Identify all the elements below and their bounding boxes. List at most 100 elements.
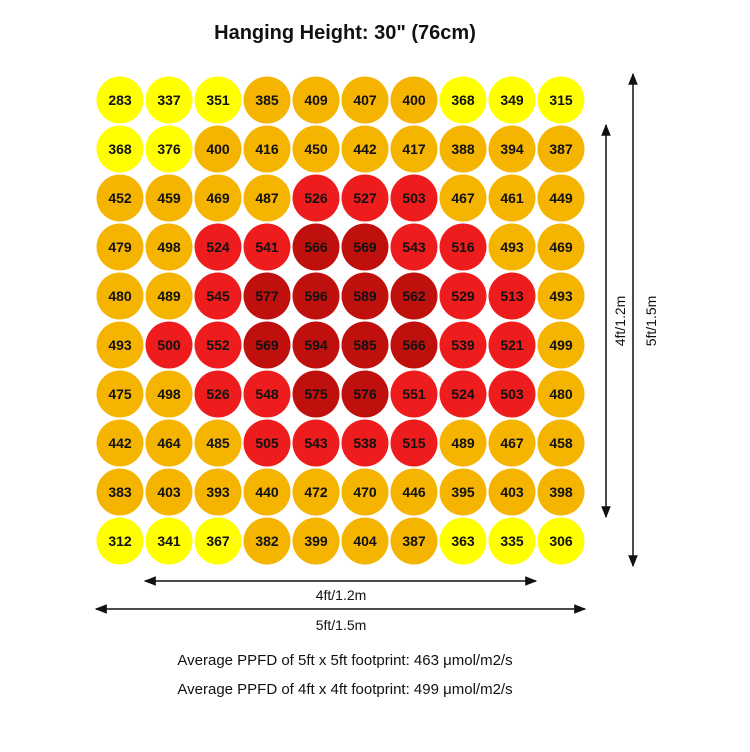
heatmap-cell — [341, 419, 389, 467]
heatmap-cell-value: 505 — [255, 435, 279, 451]
heatmap-cell-value: 545 — [206, 288, 230, 304]
heatmap-cell-value: 383 — [108, 484, 132, 500]
heatmap-cell — [390, 174, 438, 222]
heatmap-cell — [194, 468, 242, 516]
inner-width-label: 4ft/1.2m — [316, 587, 367, 603]
heatmap-cell-value: 524 — [451, 386, 475, 402]
heatmap-cell — [243, 223, 291, 271]
heatmap-cell-value: 566 — [402, 337, 426, 353]
heatmap-cell-value: 398 — [549, 484, 573, 500]
heatmap-cell-value: 585 — [353, 337, 377, 353]
heatmap-cell-value: 368 — [108, 141, 132, 157]
heatmap-cell — [390, 517, 438, 565]
heatmap-cell-value: 485 — [206, 435, 230, 451]
heatmap-cell-value: 467 — [500, 435, 524, 451]
heatmap-cell — [96, 517, 144, 565]
heatmap-cell — [390, 272, 438, 320]
heatmap-cell — [145, 468, 193, 516]
heatmap-cell-value: 385 — [255, 92, 279, 108]
heatmap-cell — [96, 174, 144, 222]
heatmap-cell — [341, 321, 389, 369]
heatmap-cell-value: 367 — [206, 533, 230, 549]
heatmap-cell-value: 387 — [402, 533, 426, 549]
heatmap-cell-value: 489 — [157, 288, 181, 304]
heatmap-cells: 283 337 351 385 409 407 400 368 349 315 368 376 400 4… — [96, 76, 585, 565]
heatmap-cell — [194, 272, 242, 320]
heatmap-cell — [96, 223, 144, 271]
heatmap-cell-value: 409 — [304, 92, 328, 108]
heatmap-cell — [390, 321, 438, 369]
heatmap-cell — [292, 321, 340, 369]
heatmap-cell-value: 543 — [402, 239, 426, 255]
heatmap-cell — [243, 321, 291, 369]
heatmap-cell — [194, 174, 242, 222]
heatmap-cell-value: 480 — [108, 288, 132, 304]
heatmap-cell — [341, 76, 389, 124]
heatmap-cell-value: 498 — [157, 239, 181, 255]
heatmap-cell — [488, 321, 536, 369]
heatmap-cell — [488, 419, 536, 467]
heatmap-cell-value: 577 — [255, 288, 279, 304]
heatmap-cell-value: 541 — [255, 239, 279, 255]
heatmap-cell-value: 312 — [108, 533, 132, 549]
heatmap-cell-value: 407 — [353, 92, 377, 108]
heatmap-cell — [439, 272, 487, 320]
heatmap-cell-value: 442 — [108, 435, 132, 451]
heatmap-cell-value: 403 — [157, 484, 181, 500]
heatmap-cell-value: 539 — [451, 337, 475, 353]
heatmap-cell-value: 382 — [255, 533, 279, 549]
heatmap-cell — [439, 125, 487, 173]
heatmap-cell-value: 594 — [304, 337, 328, 353]
heatmap-cell — [439, 174, 487, 222]
heatmap-cell-value: 458 — [549, 435, 573, 451]
heatmap-cell-value: 351 — [206, 92, 230, 108]
heatmap-cell — [145, 76, 193, 124]
heatmap-cell-value: 363 — [451, 533, 475, 549]
heatmap-cell-value: 315 — [549, 92, 573, 108]
heatmap-cell — [96, 370, 144, 418]
heatmap-cell-value: 283 — [108, 92, 132, 108]
heatmap-cell — [488, 468, 536, 516]
heatmap-cell-value: 306 — [549, 533, 573, 549]
heatmap-cell — [145, 370, 193, 418]
heatmap-cell-value: 467 — [451, 190, 475, 206]
heatmap-cell — [341, 370, 389, 418]
chart-title: Hanging Height: 30" (76cm) — [214, 22, 476, 44]
heatmap-cell-value: 480 — [549, 386, 573, 402]
heatmap-cell-value: 521 — [500, 337, 524, 353]
heatmap-cell — [292, 419, 340, 467]
heatmap-cell-value: 551 — [402, 386, 426, 402]
heatmap-cell — [292, 370, 340, 418]
heatmap-cell-value: 524 — [206, 239, 230, 255]
heatmap-cell-value: 461 — [500, 190, 524, 206]
heatmap-cell-value: 548 — [255, 386, 279, 402]
heatmap-cell-value: 529 — [451, 288, 475, 304]
heatmap-cell-value: 543 — [304, 435, 328, 451]
heatmap-cell — [96, 125, 144, 173]
heatmap-cell-value: 493 — [500, 239, 524, 255]
heatmap-cell — [488, 76, 536, 124]
heatmap-cell-value: 479 — [108, 239, 132, 255]
heatmap-cell-value: 393 — [206, 484, 230, 500]
heatmap-cell-value: 487 — [255, 190, 279, 206]
heatmap-cell — [537, 272, 585, 320]
heatmap-cell-value: 516 — [451, 239, 475, 255]
heatmap-cell-value: 472 — [304, 484, 328, 500]
heatmap-cell — [439, 223, 487, 271]
heatmap-cell — [292, 517, 340, 565]
heatmap-cell — [439, 419, 487, 467]
heatmap-cell-value: 337 — [157, 92, 181, 108]
heatmap-cell-value: 400 — [206, 141, 230, 157]
heatmap-cell — [292, 174, 340, 222]
heatmap-cell-value: 399 — [304, 533, 328, 549]
heatmap-cell — [96, 419, 144, 467]
heatmap-cell — [194, 370, 242, 418]
heatmap-cell-value: 446 — [402, 484, 426, 500]
heatmap-cell-value: 395 — [451, 484, 475, 500]
heatmap-cell — [537, 223, 585, 271]
heatmap-cell — [243, 419, 291, 467]
heatmap-cell-value: 526 — [304, 190, 328, 206]
heatmap-cell — [341, 517, 389, 565]
heatmap-cell-value: 475 — [108, 386, 132, 402]
heatmap-cell — [537, 321, 585, 369]
